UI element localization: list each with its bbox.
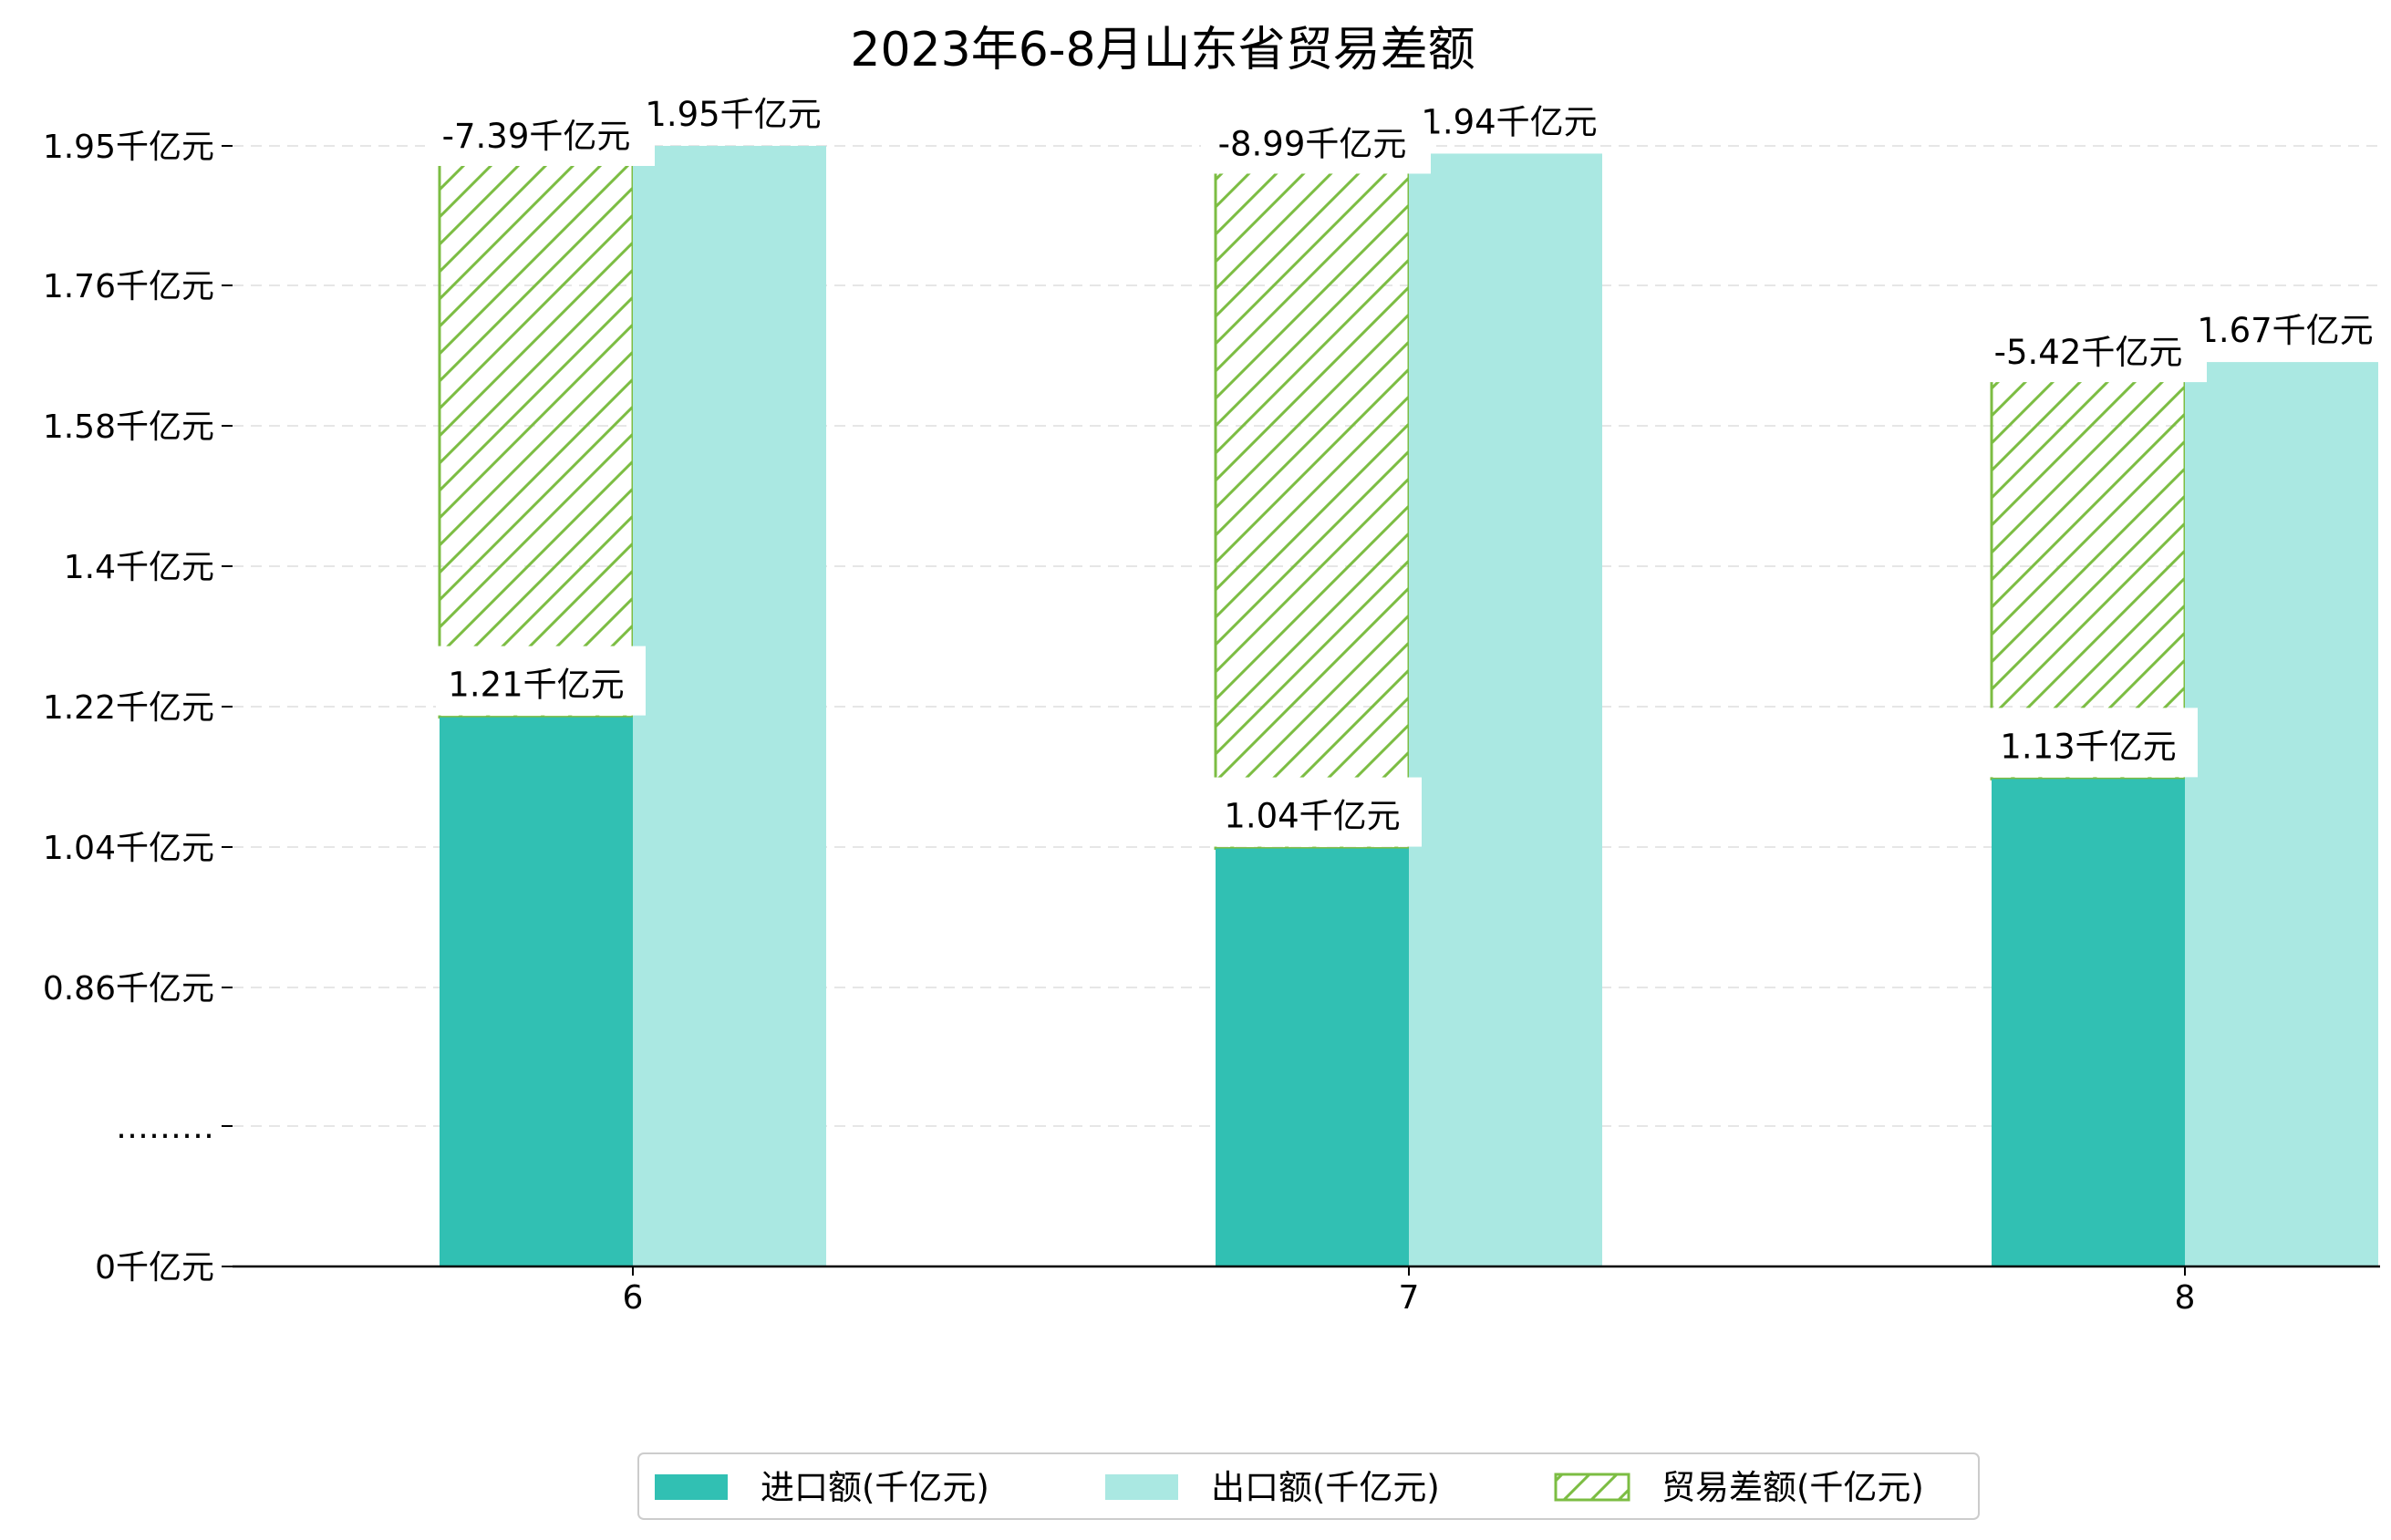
- y-tick-label: 1.22千亿元: [43, 689, 214, 727]
- bar-export: [1409, 153, 1602, 1266]
- x-tick-label: 6: [623, 1279, 644, 1317]
- data-labels: 1.21千亿元 1.95千亿元 -7.39千亿元 1.04千亿元 1.94千亿元 -8.9…: [425, 95, 2374, 847]
- data-label-export: 1.95千亿元: [645, 95, 821, 134]
- legend-label: 贸易差额(千亿元): [1661, 1468, 1924, 1507]
- data-label-export: 1.94千亿元: [1421, 102, 1597, 141]
- data-label-import: 1.04千亿元: [1224, 797, 1400, 836]
- bar-export: [633, 146, 826, 1266]
- y-tick-label: 1.76千亿元: [43, 268, 214, 305]
- data-label-balance: -5.42千亿元: [1994, 333, 2183, 372]
- bar-import: [1216, 848, 1409, 1266]
- y-tick-label: 1.95千亿元: [43, 129, 214, 166]
- bar-trade-balance: [438, 162, 635, 719]
- bar-import: [440, 717, 633, 1266]
- legend: 进口额(千亿元) 出口额(千亿元) 贸易差额(千亿元): [637, 1452, 1980, 1520]
- y-tick-label: ………: [116, 1109, 214, 1146]
- data-label-import: 1.13千亿元: [2000, 727, 2176, 766]
- bar-import: [1992, 779, 2185, 1266]
- axes: 6 7 8 0千亿元 ……… 0.86千亿元 1.04千亿元 1.22千亿元 1.4千亿元 1.5…: [43, 129, 2380, 1317]
- bar-export: [2185, 362, 2378, 1266]
- y-tick-label: 1.58千亿元: [43, 408, 214, 446]
- legend-swatch: [1105, 1474, 1178, 1500]
- legend-label: 进口额(千亿元): [761, 1468, 989, 1507]
- data-label-bg: [1988, 708, 2198, 778]
- data-label-balance: -7.39千亿元: [442, 117, 631, 156]
- legend-swatch: [655, 1474, 728, 1500]
- y-tick-label: 1.04千亿元: [43, 830, 214, 867]
- data-label-bg: [425, 108, 655, 166]
- bar-trade-balance: [1214, 170, 1411, 851]
- data-label-balance: -8.99千亿元: [1218, 124, 1407, 163]
- data-label-export: 1.67千亿元: [2197, 311, 2373, 350]
- data-label-bg: [1201, 115, 1431, 174]
- x-tick-label: 8: [2175, 1279, 2196, 1317]
- data-label-bg: [1212, 777, 1422, 847]
- chart-title: 2023年6-8月山东省贸易差额: [850, 23, 1475, 78]
- y-tick-label: 0.86千亿元: [43, 970, 214, 1008]
- x-tick-label: 7: [1399, 1279, 1420, 1317]
- legend-swatch: [1554, 1473, 1630, 1502]
- bars: [438, 146, 2378, 1266]
- y-tick-label: 1.4千亿元: [64, 549, 214, 586]
- data-label-import: 1.21千亿元: [448, 666, 624, 705]
- y-tick-label: 0千亿元: [95, 1249, 214, 1287]
- data-label-bg: [436, 646, 646, 716]
- data-label-bg: [1977, 324, 2207, 383]
- legend-label: 出口额(千亿元): [1211, 1468, 1440, 1507]
- legend-box: [637, 1452, 1980, 1520]
